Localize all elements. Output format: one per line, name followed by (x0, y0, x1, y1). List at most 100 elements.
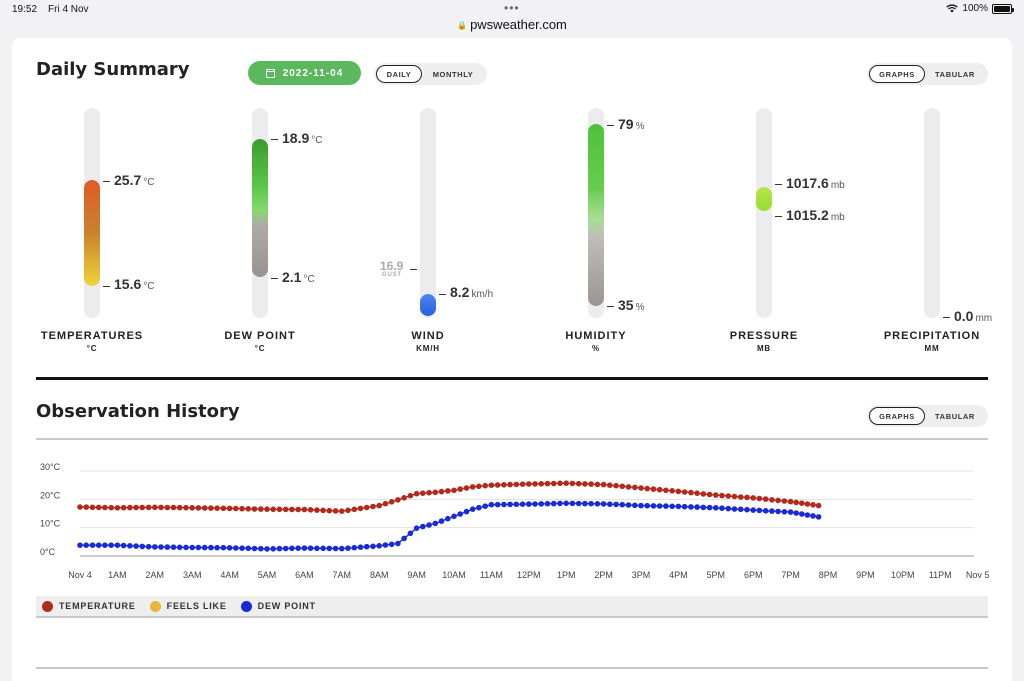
data-point (644, 485, 650, 492)
data-point (694, 504, 700, 510)
data-point (762, 496, 769, 502)
data-point (513, 501, 520, 508)
data-point (675, 503, 682, 510)
graphs-toggle[interactable]: GRAPHS (869, 65, 925, 83)
data-point (750, 507, 756, 513)
data-point (737, 506, 744, 513)
data-point (557, 480, 563, 487)
data-point (625, 484, 632, 490)
data-point (158, 544, 164, 550)
x-tick-label: 6AM (295, 570, 314, 580)
data-point (787, 509, 794, 515)
data-point (270, 546, 277, 552)
monthly-toggle[interactable]: MONTHLY (432, 69, 474, 79)
data-point (550, 500, 557, 507)
data-point (233, 545, 239, 551)
x-tick-label: 2AM (146, 570, 165, 580)
data-point (445, 515, 451, 522)
data-point (713, 492, 719, 498)
history-graphs-toggle[interactable]: GRAPHS (869, 407, 925, 425)
data-point (451, 487, 457, 494)
data-point (501, 482, 507, 488)
data-point (563, 500, 569, 507)
observation-chart[interactable]: 30°C 20°C 10°C 0°C Nov 4 1AM 2AM 3AM 4AM 5AM 6AM 7A… (12, 456, 1012, 586)
data-point (189, 544, 195, 551)
data-point (725, 505, 732, 512)
data-point (145, 543, 152, 550)
data-point (108, 542, 114, 548)
data-point (644, 502, 650, 509)
data-point (526, 481, 532, 487)
data-point (619, 501, 626, 508)
data-point (438, 518, 445, 524)
history-tabular-toggle[interactable]: TABULAR (935, 411, 975, 421)
legend-temperature[interactable]: TEMPERATURE (42, 600, 136, 612)
data-point (251, 506, 258, 512)
data-point (526, 501, 532, 507)
data-point (214, 544, 220, 551)
tabular-toggle[interactable]: TABULAR (935, 69, 975, 79)
y-tick-label: 20°C (40, 490, 61, 500)
data-point (395, 540, 401, 547)
section-divider (36, 377, 988, 380)
humidity-unit-label: % (592, 344, 600, 353)
data-point (239, 505, 245, 512)
pressure-gauge (756, 108, 772, 318)
data-point (282, 545, 289, 552)
legend-feels-like[interactable]: FEELS LIKE (149, 600, 227, 612)
data-point (226, 545, 233, 551)
date-picker-button[interactable]: 2022-11-04 (248, 61, 361, 85)
temperature-dot-icon (42, 600, 53, 612)
data-point (432, 489, 439, 496)
temperature-high-tick (103, 181, 110, 183)
data-point (781, 498, 788, 504)
data-point (463, 508, 470, 515)
data-point (183, 544, 189, 551)
data-point (582, 481, 588, 487)
data-point (407, 530, 414, 537)
data-point (245, 545, 252, 552)
data-point (538, 481, 545, 487)
date-value: 2022-11-04 (282, 67, 344, 79)
x-tick-label: 3PM (632, 570, 651, 580)
data-point (613, 501, 619, 508)
main-card: Daily Summary 2022-11-04 DAILY MONTHLY G… (12, 38, 1012, 681)
data-point (563, 480, 569, 486)
data-point (195, 544, 202, 551)
data-point (264, 546, 270, 552)
dew-point-high-tick (271, 139, 278, 141)
data-point (264, 506, 270, 512)
data-point (575, 500, 582, 507)
data-point (220, 505, 227, 512)
daily-toggle[interactable]: DAILY (376, 65, 422, 83)
wind-gust-value: 16.9 (380, 259, 404, 273)
data-point (476, 504, 482, 511)
legend-dew-point[interactable]: DEW POINT (240, 600, 316, 612)
wind-gauge (420, 108, 436, 318)
data-point (120, 542, 127, 549)
observation-history-title: Observation History (36, 401, 240, 422)
data-point (95, 542, 102, 548)
data-point (775, 508, 781, 515)
data-point (594, 501, 601, 507)
data-point (220, 544, 227, 551)
data-point (164, 544, 171, 550)
data-point (320, 545, 326, 552)
data-point (688, 504, 694, 510)
data-point (488, 501, 495, 508)
data-point (799, 511, 805, 517)
data-point (625, 502, 632, 508)
data-point (507, 501, 513, 508)
data-point (457, 486, 464, 492)
data-point (314, 545, 320, 552)
data-point (201, 544, 208, 551)
data-point (401, 535, 407, 542)
tab-dots-icon[interactable]: ••• (504, 1, 520, 15)
url-bar[interactable]: 🔒 pwsweather.com (0, 17, 1024, 32)
data-point (638, 485, 644, 491)
x-tick-label: 2PM (594, 570, 613, 580)
data-point (276, 545, 283, 552)
data-point (594, 481, 601, 488)
data-point (332, 508, 339, 514)
pressure-label: PRESSURE (729, 330, 799, 342)
